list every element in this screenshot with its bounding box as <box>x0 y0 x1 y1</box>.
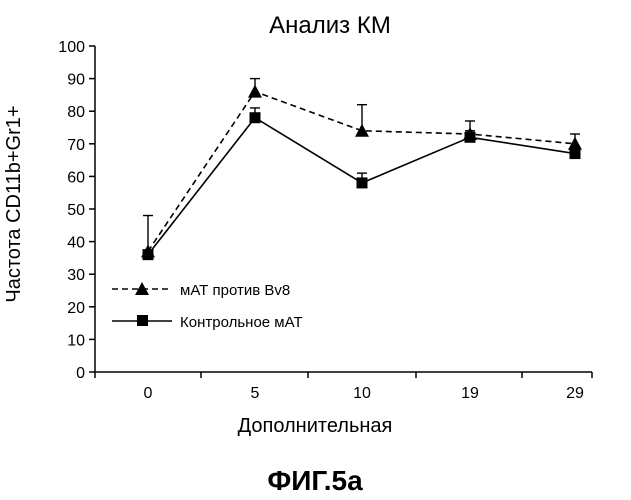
y-tick-label: 30 <box>67 267 85 284</box>
series-1 <box>141 79 582 258</box>
y-tick-label: 40 <box>67 235 85 252</box>
y-tick-label: 90 <box>67 72 85 89</box>
x-tick-label: 10 <box>353 385 371 402</box>
legend: мАТ против Bv8 Контрольное мАТ <box>112 282 303 331</box>
x-tick-label: 5 <box>251 385 260 402</box>
data-point <box>465 132 476 143</box>
y-tick-label: 80 <box>67 104 85 121</box>
y-tick-label: 20 <box>67 300 85 317</box>
x-tick-label: 0 <box>144 385 153 402</box>
legend-entry-series-1: мАТ против Bv8 <box>112 282 290 299</box>
y-tick-label: 10 <box>67 332 85 349</box>
data-point <box>143 249 154 260</box>
legend-label-series-1: мАТ против Bv8 <box>180 282 290 299</box>
x-tick-label: 19 <box>461 385 479 402</box>
data-point <box>248 85 262 98</box>
data-point <box>570 148 581 159</box>
legend-label-series-2: Контрольное мАТ <box>180 314 303 331</box>
data-point <box>250 112 261 123</box>
series-layer <box>141 79 582 261</box>
y-ticks: 0 10 20 30 40 50 60 70 80 90 100 <box>58 39 95 382</box>
y-axis-label: Частота CD11b+Gr1+ <box>3 105 25 302</box>
legend-entry-series-2: Контрольное мАТ <box>112 314 303 331</box>
y-tick-label: 100 <box>58 39 85 56</box>
chart-title: Анализ КМ <box>269 12 391 39</box>
y-tick-label: 60 <box>67 169 85 186</box>
legend-marker-square <box>137 315 148 326</box>
data-point <box>357 177 368 188</box>
y-tick-label: 50 <box>67 202 85 219</box>
x-axis-label: Дополнительная <box>238 415 393 437</box>
x-tick-label: 29 <box>566 385 584 402</box>
y-tick-label: 70 <box>67 137 85 154</box>
y-tick-label: 0 <box>76 365 85 382</box>
x-ticks: 0 5 10 19 29 <box>95 372 592 402</box>
figure-label: ФИГ.5а <box>267 465 363 496</box>
